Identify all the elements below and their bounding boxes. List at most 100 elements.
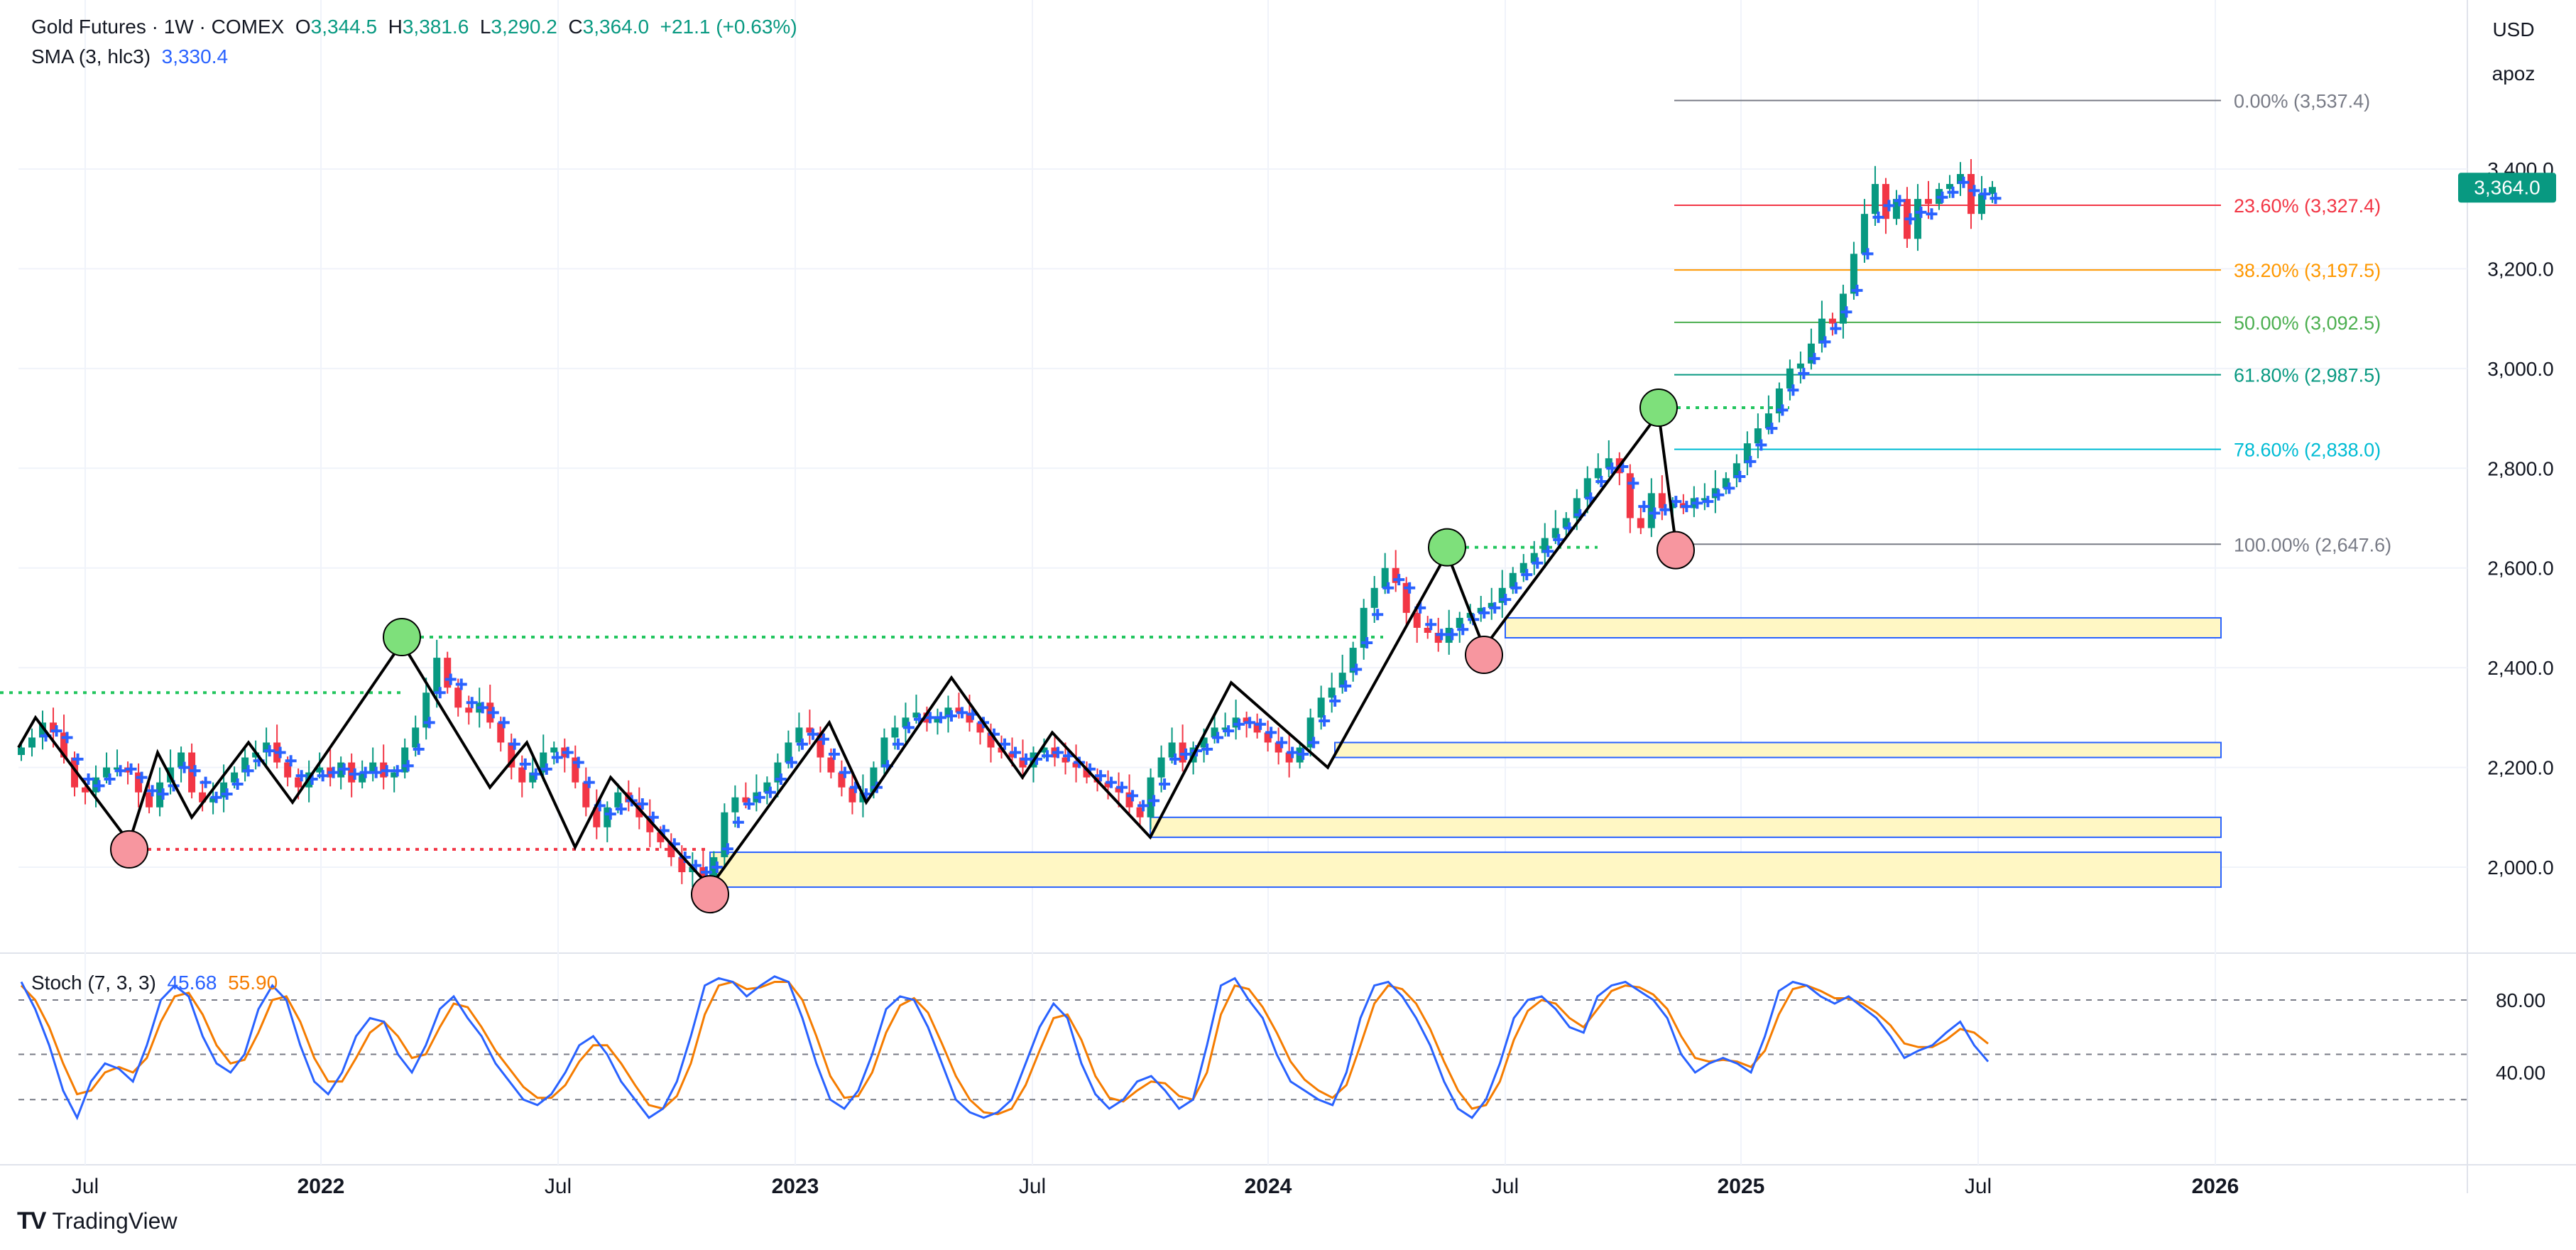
demand-zones [709, 616, 2222, 888]
sma-marker [1020, 753, 1032, 765]
candle-body [582, 782, 590, 808]
candle-body [1977, 194, 1985, 214]
candle-body [1669, 503, 1676, 509]
sma-marker [1180, 748, 1192, 760]
sma-label: SMA (3, hlc3) [31, 45, 151, 67]
candle-body [955, 707, 963, 713]
sma-marker [1691, 497, 1703, 509]
candle-body [252, 752, 260, 758]
sma-marker [1297, 748, 1309, 760]
stoch-d-value: 55.90 [228, 972, 278, 994]
high-value: 3,381.6 [402, 16, 469, 38]
sma-marker [1425, 619, 1437, 631]
sma-marker [1979, 188, 1991, 200]
sma-marker [423, 717, 435, 729]
sma-marker [1319, 715, 1331, 727]
candle-body [1871, 184, 1879, 214]
time-tick-label: 2026 [2192, 1175, 2239, 1198]
candle-body [742, 797, 750, 803]
candle-body [199, 792, 207, 803]
candle-body [241, 757, 249, 773]
sma-marker [1489, 602, 1501, 614]
candle-body [178, 752, 185, 768]
candle-body [1434, 632, 1442, 643]
time-tick-label: Jul [1965, 1175, 1992, 1198]
candle-body [1253, 722, 1261, 733]
sma-marker [1521, 569, 1533, 581]
sma-marker [647, 811, 659, 823]
stoch-legend[interactable]: Stoch (7, 3, 3) 45.68 55.90 [31, 972, 278, 994]
candle-body [28, 737, 36, 748]
candle-body [1157, 757, 1165, 778]
sma-marker [146, 785, 158, 797]
pivot-low-marker [110, 830, 148, 869]
price-tick-label: 2,200.0 [2487, 757, 2553, 779]
candle-body [1477, 607, 1485, 613]
fibonacci-retracement[interactable]: 0.00% (3,537.4) 23.60% (3,327.4) 38.20% (3… [1674, 91, 2391, 556]
price-tick-label: 2,600.0 [2487, 558, 2553, 580]
candle-body [1573, 498, 1581, 518]
candle-body [838, 772, 846, 788]
time-tick-label: Jul [1492, 1175, 1519, 1198]
candle-body [966, 712, 973, 723]
sma-legend[interactable]: SMA (3, hlc3) 3,330.4 [31, 45, 228, 68]
sma-marker [370, 766, 382, 778]
pivot-markers [110, 388, 1695, 914]
sma-marker [1755, 439, 1767, 451]
candle-body [295, 777, 302, 788]
sma-marker [1159, 778, 1171, 790]
sma-marker [72, 753, 84, 765]
sma-marker [285, 755, 297, 767]
sma-marker [796, 738, 808, 750]
sma-marker [178, 761, 190, 773]
scale-mode-label[interactable]: apoz [2492, 62, 2536, 85]
price-axis[interactable]: 2,000.0 2,200.0 2,400.0 2,600.0 2,800.0 3,000… [2458, 158, 2556, 879]
tradingview-logo[interactable]: TV TradingView [17, 1207, 178, 1235]
candle-body [1519, 562, 1527, 573]
candle-body [870, 767, 878, 793]
sma-marker [444, 673, 457, 685]
candle-body [1562, 518, 1570, 528]
sma-marker [1595, 476, 1608, 488]
candle-body [433, 658, 441, 693]
candle-body [1125, 792, 1133, 808]
candle-body [348, 762, 356, 783]
sma-marker [1734, 470, 1746, 482]
sma-marker [1819, 336, 1831, 348]
candle-body [103, 767, 111, 778]
sma-marker [1212, 732, 1224, 744]
close-value: 3,364.0 [582, 16, 650, 38]
candle-body [1306, 717, 1314, 748]
price-tick-label: 3,200.0 [2487, 258, 2553, 280]
candle-body [1115, 787, 1123, 793]
fib-level-label: 23.60% (3,327.4) [2234, 195, 2381, 217]
sma-marker [924, 712, 936, 724]
symbol-legend[interactable]: Gold Futures · 1W · COMEX O3,344.5 H3,38… [31, 16, 797, 38]
candle-body [1605, 458, 1612, 469]
time-axis[interactable]: Jul 2022 Jul 2023 Jul 2024 Jul 2025 Jul 2026 [72, 1175, 2239, 1198]
candle-body [1764, 413, 1772, 429]
demand-zone [1150, 816, 2222, 838]
candle-body [231, 772, 239, 783]
candle-body [422, 692, 430, 728]
fib-level-label: 78.60% (2,838.0) [2234, 440, 2381, 461]
sma-marker [1851, 284, 1863, 296]
candle-body [1711, 488, 1719, 499]
currency-label[interactable]: USD [2492, 18, 2535, 40]
sma-marker [1766, 423, 1778, 435]
sma-marker [1361, 637, 1373, 649]
sma-marker [402, 760, 414, 772]
candle-body [1818, 318, 1825, 344]
candle-body [1456, 617, 1463, 628]
candle-body [71, 757, 79, 788]
stoch-k-value: 45.68 [167, 972, 217, 994]
sma-marker [551, 751, 563, 763]
price-tick-label: 2,000.0 [2487, 857, 2553, 879]
candle-body [1701, 498, 1708, 501]
stoch-label: Stoch (7, 3, 3) [31, 972, 156, 994]
candle-body [1722, 478, 1730, 489]
sma-marker [1457, 624, 1469, 636]
sma-marker [125, 763, 137, 775]
sma-marker [807, 728, 819, 740]
